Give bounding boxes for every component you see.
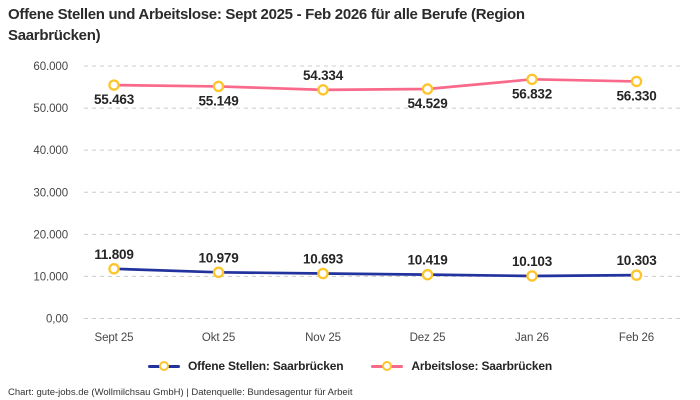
y-tick-label: 60.000 <box>33 61 68 73</box>
data-label-offene-stellen: 10.103 <box>512 254 553 269</box>
y-tick-label: 40.000 <box>33 145 68 157</box>
x-tick-label: Nov 25 <box>305 332 341 344</box>
series-line-arbeitslose <box>112 77 638 92</box>
data-label-arbeitslose: 56.832 <box>512 86 552 101</box>
y-tick-label: 30.000 <box>33 187 68 199</box>
series-line-offene-stellen <box>112 267 638 278</box>
y-tick-label: 20.000 <box>33 229 68 241</box>
data-point-marker-offene-stellen <box>317 267 329 280</box>
x-tick-label: Sept 25 <box>95 332 134 344</box>
legend-item-label: Arbeitslose: Saarbrücken <box>411 359 552 373</box>
legend-circle-icon <box>382 361 393 371</box>
data-label-offene-stellen: 10.303 <box>616 253 657 268</box>
data-label-arbeitslose: 54.334 <box>303 68 344 83</box>
legend-item-label: Offene Stellen: Saarbrücken <box>188 359 344 373</box>
data-label-offene-stellen: 10.419 <box>407 253 447 268</box>
y-tick-label: 50.000 <box>33 103 68 115</box>
data-point-marker-arbeitslose <box>108 79 120 91</box>
legend-circle-icon <box>159 361 170 371</box>
data-point-marker-offene-stellen <box>630 269 643 281</box>
data-point-marker-arbeitslose <box>317 84 329 96</box>
x-tick-label: Feb 26 <box>619 332 654 344</box>
data-point-marker-offene-stellen <box>108 263 120 275</box>
data-label-arbeitslose: 55.463 <box>94 92 135 107</box>
data-point-marker-offene-stellen <box>421 268 434 281</box>
data-point-marker-offene-stellen <box>212 266 225 279</box>
chart-title: Offene Stellen und Arbeitslose: Sept 202… <box>8 6 525 44</box>
data-label-arbeitslose: 56.330 <box>616 88 656 103</box>
data-point-marker-arbeitslose <box>630 75 643 88</box>
legend-item-arbeitslose: Arbeitslose: Saarbrücken <box>371 359 552 373</box>
data-label-arbeitslose: 54.529 <box>407 96 447 111</box>
data-label-offene-stellen: 10.979 <box>198 250 238 265</box>
data-point-marker-arbeitslose <box>212 80 225 93</box>
x-tick-label: Jan 26 <box>515 332 549 344</box>
legend-line-marker-icon <box>148 361 181 372</box>
data-point-marker-arbeitslose <box>526 73 538 86</box>
attribution-text: Chart: gute-jobs.de (Wollmilchsau GmbH) … <box>8 387 353 398</box>
y-tick-label: 0,00 <box>46 314 68 326</box>
chart-legend: Offene Stellen: Saarbrücken Arbeitslose:… <box>0 359 700 373</box>
data-label-offene-stellen: 11.809 <box>94 247 133 262</box>
x-tick-label: Dez 25 <box>410 332 446 344</box>
legend-line-marker-icon <box>371 361 404 372</box>
y-tick-label: 10.000 <box>33 271 68 283</box>
data-label-arbeitslose: 55.149 <box>198 93 238 108</box>
x-tick-label: Okt 25 <box>202 332 235 344</box>
data-point-marker-offene-stellen <box>526 270 538 282</box>
data-point-marker-arbeitslose <box>421 83 434 95</box>
legend-item-offene-stellen: Offene Stellen: Saarbrücken <box>148 359 344 373</box>
line-chart-canvas: 0,00 10.000 20.000 30.000 40.000 50.000 60.000… <box>33 61 684 344</box>
data-label-offene-stellen: 10.693 <box>303 252 344 267</box>
